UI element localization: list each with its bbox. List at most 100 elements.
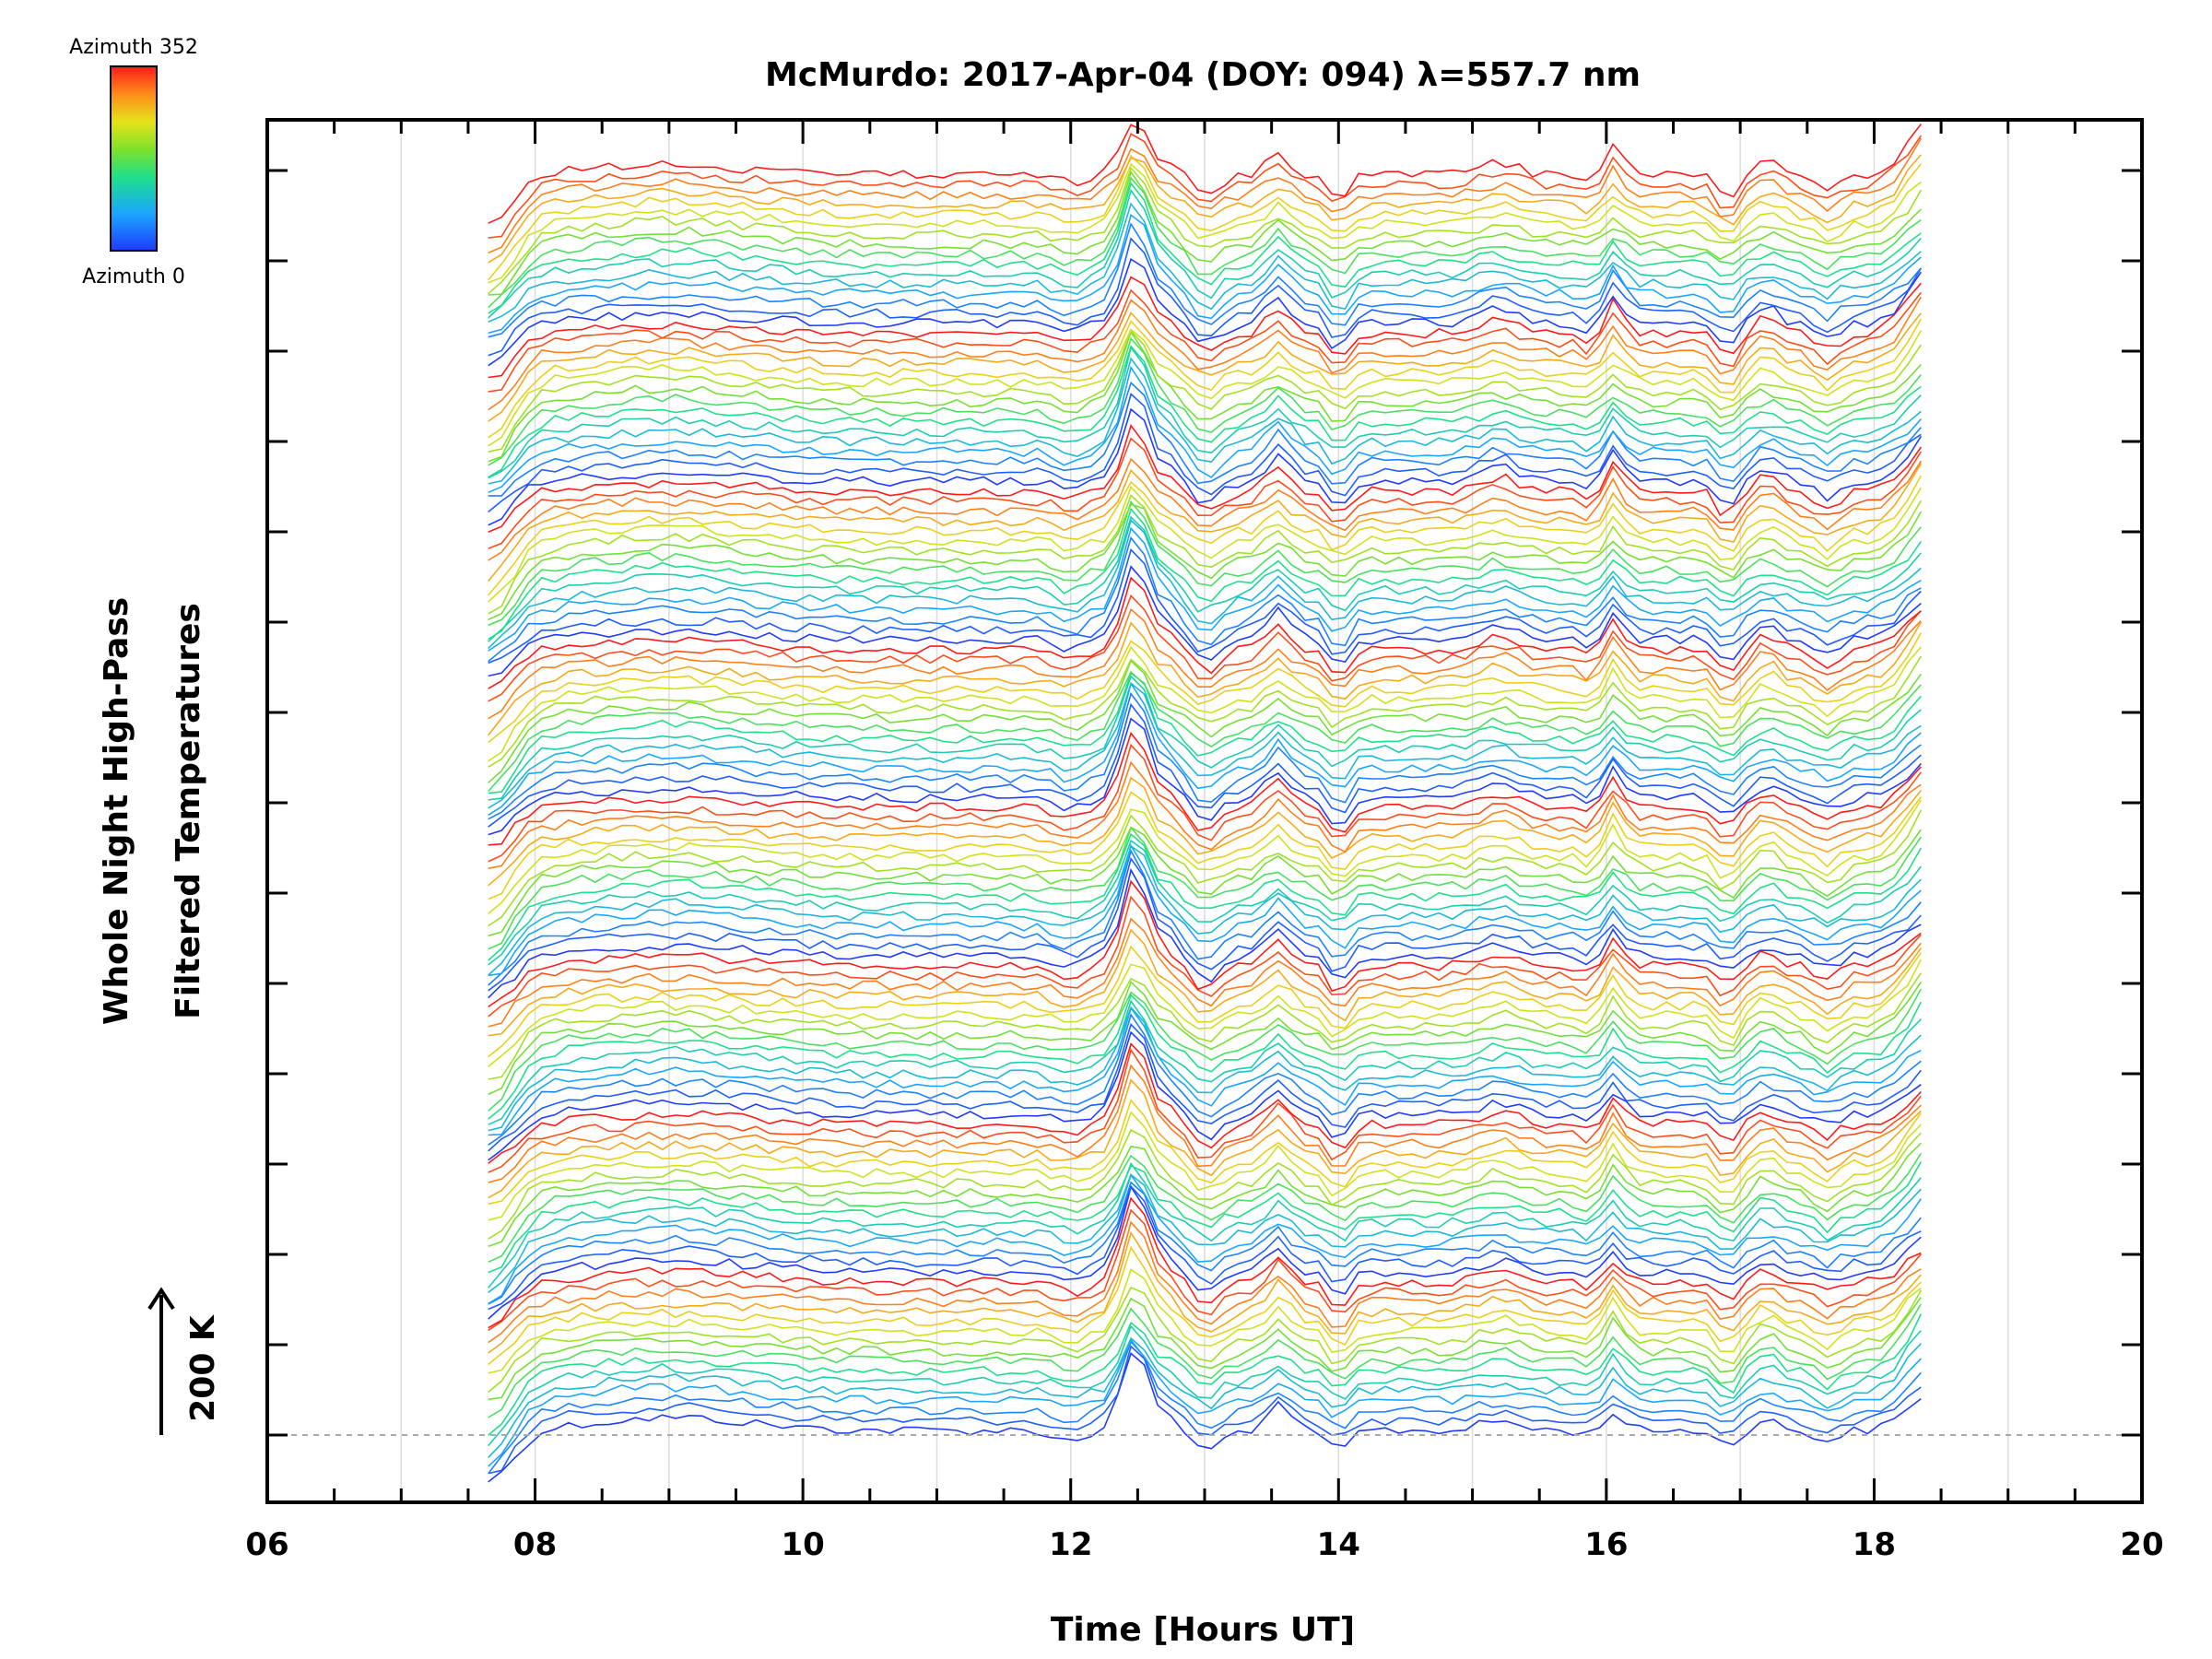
x-tick-label: 18: [1853, 1526, 1896, 1563]
trace-line: [488, 1041, 1922, 1165]
trace-line: [488, 895, 1922, 1018]
trace-line: [488, 296, 1922, 411]
traces: [488, 124, 1923, 1483]
trace-line: [488, 659, 1922, 783]
trace-line: [488, 799, 1922, 914]
trace-line: [488, 137, 1922, 254]
trace-line: [488, 312, 1922, 422]
trace-line: [488, 1161, 1922, 1288]
trace-line: [488, 503, 1922, 621]
trace-line: [488, 1324, 1922, 1447]
trace-line: [488, 288, 1922, 393]
trace-line: [488, 702, 1922, 828]
trace-line: [488, 849, 1922, 986]
trace-line: [488, 475, 1923, 596]
scale-bar-label: 200 K: [184, 1314, 222, 1422]
trace-line: [488, 867, 1922, 999]
x-tick-label: 16: [1584, 1526, 1628, 1563]
trace-line: [488, 381, 1922, 497]
trace-line: [488, 1181, 1922, 1305]
colorbar-top-label: Azimuth 352: [69, 36, 198, 59]
trace-line: [488, 176, 1922, 309]
trace-line: [488, 576, 1922, 689]
trace-line: [488, 357, 1922, 485]
trace-line: [488, 999, 1922, 1125]
trace-line: [488, 645, 1922, 762]
trace-line: [488, 515, 1922, 642]
ticks: [265, 120, 2144, 1502]
trace-line: [488, 1208, 1922, 1332]
trace-line: [488, 791, 1922, 900]
colorbar: [110, 65, 158, 252]
trace-line: [488, 1184, 1922, 1311]
trace-line: [488, 346, 1922, 479]
trace-line: [488, 1111, 1922, 1221]
trace-line: [488, 1128, 1922, 1240]
trace-line: [488, 917, 1922, 1028]
trace-line: [488, 681, 1922, 809]
trace-line: [488, 423, 1922, 533]
trace-line: [488, 222, 1922, 338]
trace-line: [488, 1064, 1922, 1183]
colorbar-bottom-label: Azimuth 0: [82, 265, 185, 288]
trace-line: [488, 500, 1922, 627]
trace-line: [488, 809, 1923, 927]
trace-line: [488, 526, 1922, 652]
trace-line: [488, 1006, 1922, 1136]
trace-line: [488, 594, 1922, 702]
trace-line: [488, 485, 1922, 603]
scale-arrow-head: [147, 1287, 175, 1311]
trace-line: [488, 237, 1922, 357]
trace-line: [488, 959, 1923, 1067]
x-tick-label: 12: [1049, 1526, 1092, 1563]
trace-line: [488, 655, 1922, 768]
trace-line: [488, 1196, 1922, 1329]
trace-line: [488, 839, 1922, 966]
trace-line: [488, 182, 1922, 314]
trace-line: [488, 843, 1922, 977]
trace-line: [488, 407, 1922, 526]
trace-line: [488, 547, 1922, 665]
trace-line: [488, 1142, 1922, 1247]
trace-line: [488, 124, 1922, 224]
trace-line: [488, 1022, 1922, 1152]
trace-line: [488, 731, 1922, 846]
x-tick-label: 08: [513, 1526, 557, 1563]
trace-line: [488, 760, 1922, 869]
trace-line: [488, 535, 1922, 663]
trace-line: [488, 213, 1922, 335]
x-tick-label: 20: [2120, 1526, 2163, 1563]
trace-line: [488, 681, 1922, 817]
trace-line: [488, 1345, 1922, 1475]
y-axis-label-line1: Whole Night High-Pass: [98, 597, 135, 1025]
trace-line: [488, 1297, 1922, 1401]
trace-line: [488, 188, 1922, 319]
trace-line: [488, 826, 1922, 950]
trace-line: [488, 994, 1923, 1120]
trace-line: [488, 1013, 1922, 1146]
chart-title: McMurdo: 2017-Apr-04 (DOY: 094) λ=557.7 …: [765, 56, 1641, 94]
trace-line: [488, 519, 1922, 650]
trace-line: [488, 1230, 1922, 1354]
x-tick-label: 06: [245, 1526, 288, 1563]
trace-line: [488, 1173, 1922, 1305]
trace-line: [488, 1030, 1922, 1161]
trace-line: [488, 1006, 1922, 1132]
trace-line: [488, 691, 1922, 820]
trace-line: [488, 1099, 1922, 1206]
trace-line: [488, 988, 1922, 1112]
trace-line: [488, 607, 1922, 720]
trace-line: [488, 670, 1922, 793]
trace-line: [488, 166, 1922, 295]
x-tick-labels: 06 08 10 12 14 16 18 20: [245, 1526, 2163, 1563]
trace-line: [488, 1161, 1922, 1274]
trace-line: [488, 672, 1922, 794]
trace-line: [488, 162, 1922, 284]
trace-line: [488, 154, 1922, 264]
trace-line: [488, 494, 1922, 615]
trace-line: [488, 879, 1922, 1008]
trace-line: [488, 717, 1922, 836]
trace-line: [488, 329, 1922, 453]
trace-line: [488, 393, 1922, 513]
